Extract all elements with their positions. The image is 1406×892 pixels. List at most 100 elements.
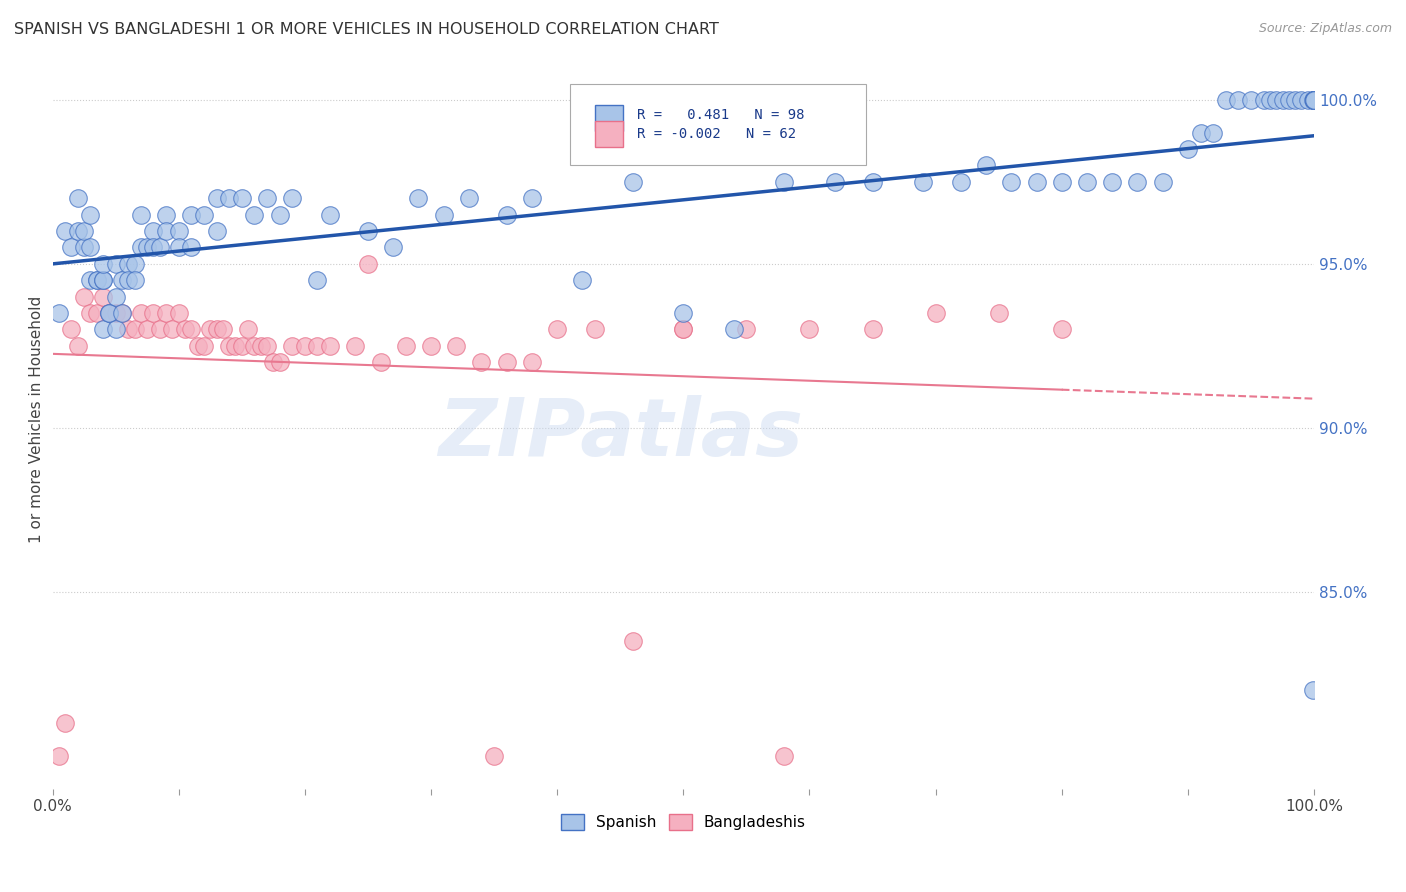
- Point: [104, 257, 127, 271]
- Point: [911, 175, 934, 189]
- Point: [1177, 142, 1199, 156]
- Point: [1278, 93, 1301, 107]
- Point: [142, 240, 165, 254]
- Point: [1271, 93, 1294, 107]
- Bar: [595, 104, 623, 130]
- Point: [862, 322, 884, 336]
- Point: [243, 339, 266, 353]
- Point: [571, 273, 593, 287]
- Point: [723, 322, 745, 336]
- Point: [307, 339, 329, 353]
- Point: [91, 273, 114, 287]
- Point: [205, 224, 228, 238]
- Point: [117, 273, 139, 287]
- Point: [231, 339, 253, 353]
- Point: [1076, 175, 1098, 189]
- Point: [66, 339, 89, 353]
- Point: [1303, 93, 1326, 107]
- Point: [91, 290, 114, 304]
- Point: [98, 306, 121, 320]
- Point: [1050, 322, 1073, 336]
- Point: [91, 322, 114, 336]
- Point: [1050, 175, 1073, 189]
- Point: [155, 306, 177, 320]
- Point: [520, 191, 543, 205]
- Point: [79, 240, 101, 254]
- Point: [1152, 175, 1174, 189]
- Point: [187, 339, 209, 353]
- Point: [162, 322, 184, 336]
- Point: [735, 322, 758, 336]
- Point: [1253, 93, 1275, 107]
- Text: Source: ZipAtlas.com: Source: ZipAtlas.com: [1258, 22, 1392, 36]
- Point: [48, 306, 70, 320]
- Point: [205, 191, 228, 205]
- Point: [193, 339, 215, 353]
- Point: [470, 355, 492, 369]
- Point: [79, 208, 101, 222]
- Point: [495, 208, 517, 222]
- Point: [1284, 93, 1306, 107]
- Point: [86, 306, 108, 320]
- Point: [546, 322, 568, 336]
- Point: [53, 715, 76, 730]
- Point: [621, 175, 644, 189]
- Point: [357, 257, 380, 271]
- Point: [73, 290, 96, 304]
- Point: [281, 191, 304, 205]
- Point: [262, 355, 284, 369]
- Point: [104, 290, 127, 304]
- Point: [307, 273, 329, 287]
- Point: [672, 322, 695, 336]
- Point: [218, 191, 240, 205]
- Point: [53, 224, 76, 238]
- Point: [862, 175, 884, 189]
- Point: [124, 273, 146, 287]
- Point: [73, 240, 96, 254]
- Point: [1303, 93, 1326, 107]
- Point: [98, 306, 121, 320]
- Point: [344, 339, 367, 353]
- Point: [129, 208, 152, 222]
- Point: [136, 322, 159, 336]
- Point: [1126, 175, 1149, 189]
- Point: [1258, 93, 1281, 107]
- Point: [1303, 93, 1326, 107]
- Point: [1265, 93, 1288, 107]
- Point: [86, 273, 108, 287]
- Point: [180, 240, 202, 254]
- Point: [243, 208, 266, 222]
- Point: [136, 240, 159, 254]
- Point: [231, 191, 253, 205]
- Point: [180, 208, 202, 222]
- Y-axis label: 1 or more Vehicles in Household: 1 or more Vehicles in Household: [30, 296, 44, 543]
- Point: [66, 224, 89, 238]
- Point: [583, 322, 606, 336]
- Point: [672, 306, 695, 320]
- Point: [482, 748, 505, 763]
- Text: R = -0.002   N = 62: R = -0.002 N = 62: [637, 127, 796, 141]
- Point: [111, 306, 134, 320]
- Point: [155, 224, 177, 238]
- Point: [60, 322, 83, 336]
- Point: [60, 240, 83, 254]
- Point: [98, 306, 121, 320]
- Point: [117, 322, 139, 336]
- Point: [200, 322, 222, 336]
- Point: [773, 748, 796, 763]
- Point: [149, 240, 172, 254]
- Point: [987, 306, 1010, 320]
- Point: [1215, 93, 1237, 107]
- Point: [1302, 683, 1324, 698]
- Point: [91, 257, 114, 271]
- Point: [129, 306, 152, 320]
- Point: [129, 240, 152, 254]
- Point: [249, 339, 271, 353]
- Point: [48, 748, 70, 763]
- Point: [949, 175, 972, 189]
- Legend: Spanish, Bangladeshis: Spanish, Bangladeshis: [555, 808, 811, 836]
- Point: [382, 240, 405, 254]
- Point: [281, 339, 304, 353]
- Point: [1303, 93, 1326, 107]
- Point: [142, 224, 165, 238]
